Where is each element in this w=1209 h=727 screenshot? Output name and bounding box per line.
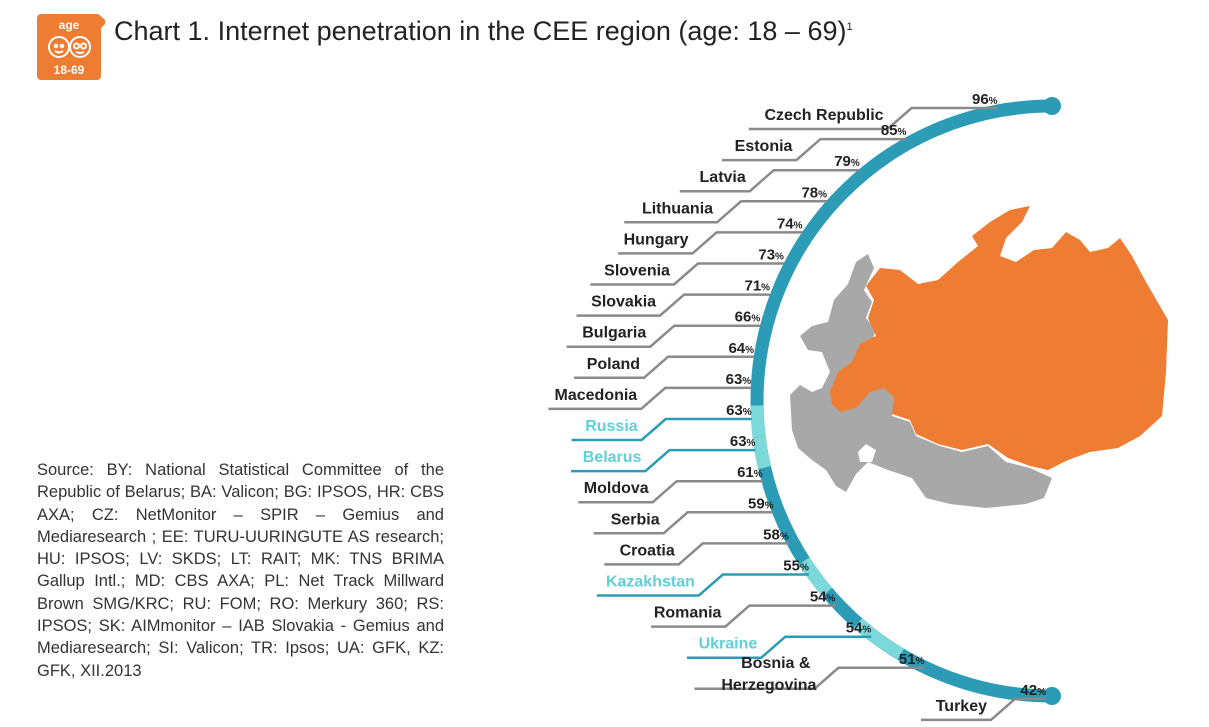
value-label: 63% <box>726 371 752 388</box>
value-label: 59% <box>748 495 774 512</box>
leader-line <box>686 635 872 659</box>
leader-line <box>571 417 752 442</box>
badge-bottom-text: 18-69 <box>54 63 85 77</box>
arc-highlight-segment <box>853 618 905 660</box>
value-label: 54% <box>810 589 836 606</box>
category-label: Bulgaria <box>582 325 646 342</box>
leader-line <box>578 479 763 504</box>
arc-highlight-segment <box>752 435 771 470</box>
people-icon <box>48 36 91 58</box>
value-label: 78% <box>801 184 827 201</box>
leader-line <box>571 448 756 473</box>
category-label: Croatia <box>620 542 675 559</box>
leader-line <box>576 293 771 317</box>
arc-highlight-segment <box>798 557 833 597</box>
value-label: 73% <box>758 247 784 264</box>
value-label: 63% <box>730 433 756 450</box>
arc-path <box>750 99 1053 703</box>
title-prefix: Chart 1. <box>114 16 211 46</box>
leader-line <box>694 666 925 691</box>
leader-line <box>566 324 761 348</box>
badge-top-text: age <box>59 18 80 32</box>
leader-line <box>574 355 755 380</box>
leader-line <box>604 542 789 566</box>
category-label: Serbia <box>611 511 660 528</box>
leader-line <box>748 106 998 131</box>
leader-line <box>679 168 860 193</box>
category-label: Romania <box>654 605 722 622</box>
leader-line <box>651 604 836 628</box>
map-europe-shape <box>790 254 1052 508</box>
map-icon <box>790 206 1168 508</box>
value-label: 79% <box>834 153 860 170</box>
category-label: Hungary <box>624 231 689 248</box>
arc-end-dot-bottom <box>1043 687 1061 705</box>
leader-line <box>590 262 784 286</box>
leader-line <box>618 231 803 255</box>
map-russia-shape <box>830 206 1168 470</box>
value-label: 63% <box>726 402 752 419</box>
value-label: 58% <box>763 526 789 543</box>
age-badge: age 18-69 <box>37 14 107 82</box>
leader-line <box>722 137 907 162</box>
value-label: 55% <box>783 558 809 575</box>
leader-line <box>624 200 828 224</box>
leader-lines <box>548 106 1046 722</box>
category-label: Macedonia <box>555 387 638 404</box>
category-label: Kazakhstan <box>606 574 695 591</box>
category-label: Estonia <box>735 138 793 155</box>
category-label: Ukraine <box>699 636 758 653</box>
value-label: 74% <box>777 215 803 232</box>
page-title: Chart 1. Internet penetration in the CEE… <box>114 16 853 47</box>
value-label: 51% <box>899 651 925 668</box>
title-main: Internet penetration in the CEE region (… <box>217 16 847 46</box>
category-label: Latvia <box>700 169 746 186</box>
arc-highlight-segment <box>750 405 766 438</box>
chart-arc <box>750 97 1061 705</box>
chart-labels: Czech Republic 96% Estonia 85% Latvia 79% Lith… <box>555 91 1047 715</box>
leader-line <box>548 386 752 411</box>
value-label: 66% <box>735 309 761 326</box>
value-label: 71% <box>744 278 770 295</box>
leader-line <box>596 573 809 597</box>
category-label: Bosnia & Herzegovina <box>721 655 816 694</box>
map-russia-arm <box>874 276 904 294</box>
category-label: Russia <box>585 418 638 435</box>
category-label: Slovenia <box>604 263 670 280</box>
category-label: Lithuania <box>642 200 713 217</box>
category-label: Belarus <box>583 449 642 466</box>
value-label: 61% <box>737 464 763 481</box>
category-label: Moldova <box>584 480 649 497</box>
value-label: 85% <box>881 122 907 139</box>
leader-line <box>593 511 774 535</box>
category-label: Turkey <box>936 698 987 715</box>
map-caspian-shape <box>858 444 876 462</box>
value-label: 42% <box>1020 682 1046 699</box>
category-label: Czech Republic <box>764 107 883 124</box>
category-label: Poland <box>587 356 640 373</box>
source-note: Source: BY: National Statistical Committ… <box>37 461 444 680</box>
title-footnote: 1 <box>846 21 853 33</box>
value-label: 54% <box>846 620 872 637</box>
value-label: 64% <box>728 340 754 357</box>
leader-line <box>921 697 1046 722</box>
category-label: Slovakia <box>591 294 656 311</box>
value-label: 96% <box>972 91 998 108</box>
arc-end-dot-top <box>1043 97 1061 115</box>
